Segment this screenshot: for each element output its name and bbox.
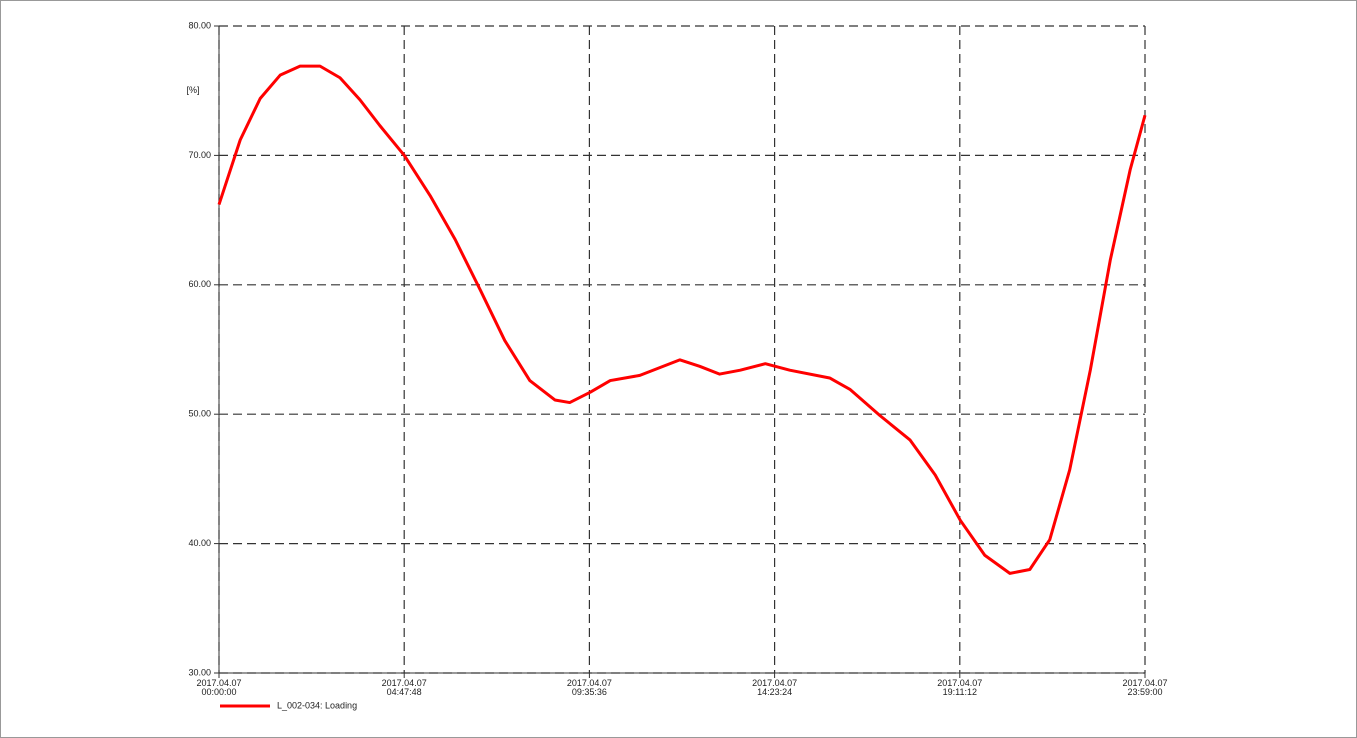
x-tick-label: 2017.04.07 14:23:24 bbox=[752, 678, 798, 697]
x-tick-label: 2017.04.07 23:59:00 bbox=[1122, 678, 1168, 697]
y-tick-label: 60.00 bbox=[188, 279, 211, 289]
data-line bbox=[217, 64, 1147, 575]
y-tick-label: 80.00 bbox=[188, 20, 211, 30]
y-tick-label: 70.00 bbox=[188, 150, 211, 160]
x-tick-label: 2017.04.07 00:00:00 bbox=[196, 678, 242, 697]
y-axis-label: [%] bbox=[186, 85, 199, 95]
x-tick-label: 2017.04.07 04:47:48 bbox=[381, 678, 427, 697]
y-tick-label: 30.00 bbox=[188, 667, 211, 677]
legend-label: L_002-034: Loading bbox=[277, 700, 357, 710]
x-tick-label: 2017.04.07 09:35:36 bbox=[566, 678, 612, 697]
x-tick-label: 2017.04.07 19:11:12 bbox=[937, 678, 983, 697]
y-tick-label: 50.00 bbox=[188, 409, 211, 419]
y-tick-label: 40.00 bbox=[188, 538, 211, 548]
